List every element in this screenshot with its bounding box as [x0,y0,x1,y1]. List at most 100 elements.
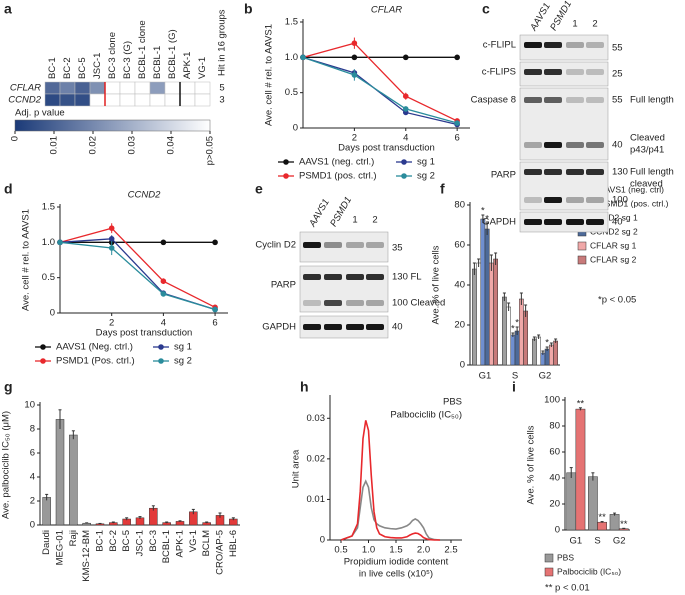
significance-mark: * [481,206,485,217]
y-tick-label: 20 [454,320,465,331]
x-tick-label: G2 [539,371,552,382]
blot-band [524,169,542,175]
series-line [59,241,216,311]
legend-label: AAVS1 (Neg. ctrl.) [56,342,133,353]
heat-cell [149,81,166,95]
x-axis-label: in live cells (x10⁵) [359,569,433,580]
data-point [212,239,218,246]
y-axis-label: Unit area [291,449,302,488]
legend-marker [158,344,164,350]
legend-label: CFLAR sg 2 [590,254,637,264]
blot-band [566,42,584,48]
blot-band [544,219,562,225]
data-point [108,225,115,231]
x-tick-label: Daudi [41,530,52,555]
mw-marker: 40 [392,322,403,333]
colorbar [14,119,211,132]
y-tick-label: 60 [549,447,560,458]
mw-marker: 40 [612,140,623,151]
mw-marker: 25 [612,69,623,80]
column-label: BC-5 [77,57,88,79]
legend-label: sg 2 [174,356,192,367]
blot-strip [519,211,609,233]
blot-band [346,242,364,248]
legend-label: CCND2 sg 2 [590,226,638,236]
data-point [212,306,218,313]
y-tick-label: 1.0 [42,237,55,248]
blot-band [324,300,342,306]
y-tick-label: 0.02 [307,453,326,464]
column-label: BC-2 [62,57,73,79]
column-label: BC-3 (G) [122,41,133,79]
blot-band [544,142,562,148]
y-tick-label: 0 [555,525,560,536]
y-axis-label: Ave. cell # rel. to AAVS1 [21,209,32,311]
x-tick-label: 6 [455,133,460,144]
x-tick-label: 1.5 [389,545,402,556]
blot-band [303,300,321,306]
significance-mark: ** [620,519,628,530]
x-tick-label: 6 [212,318,217,329]
data-point [402,106,409,112]
colorbar-tick-label: 0.03 [127,136,138,155]
blot-band [524,97,542,103]
bar [506,306,511,366]
significance-mark: * [511,324,515,335]
blot-band [586,97,604,103]
x-tick-label: BC-5 [121,530,132,552]
data-point [108,245,115,251]
y-tick-label: 60 [454,240,465,251]
blot-band [366,242,384,248]
colorbar-tick-label: 0.04 [166,136,177,155]
bar [588,476,598,531]
blot-band [346,300,364,306]
column-label: BCBL-1 clone [137,20,148,79]
x-tick-label: BC-2 [108,530,119,552]
bar [493,258,498,366]
blot-band [566,219,584,225]
bar [55,419,65,526]
column-label: JSC-1 [92,53,103,79]
lane-label: AAVS1 [307,197,332,229]
row-label: CCND2 [8,95,41,106]
blot-band [544,42,562,48]
bar [502,296,507,366]
y-tick-label: 0 [50,308,55,319]
blot-band [366,274,384,280]
protein-label: c-FLIPS [482,67,516,78]
column-label: VG-1 [197,57,208,79]
data-point [108,236,115,242]
y-tick-label: 100 [544,395,560,406]
legend-label: sgAAVS1 (neg. ctrl) [590,184,664,194]
heat-cell [89,81,106,95]
y-axis-label: Ave. % of live cells [526,425,537,504]
significance-mark: ** [598,512,606,523]
empty-cell [119,81,136,95]
footnote: ** p < 0.01 [545,583,590,594]
blot-band [586,219,604,225]
bar [532,338,537,366]
y-axis-label: Ave. palbociclib IC₅₀ (μM) [1,411,12,519]
x-axis-label: Days post transduction [96,328,193,339]
blot-band [566,169,584,175]
y-tick-label: 80 [549,421,560,432]
legend-swatch [577,255,587,265]
blot-band [366,324,384,330]
row-label: CFLAR [10,83,41,94]
empty-cell [149,93,166,107]
lane-label: 2 [592,19,597,30]
x-tick-label: HBL-6 [228,530,239,557]
bar [553,340,558,366]
blot-band [324,324,342,330]
x-tick-label: 1.0 [362,545,375,556]
y-tick-label: 0 [320,535,325,546]
legend-label: CFLAR sg 1 [590,240,637,250]
mw-marker: 100 [612,195,628,206]
heat-cell [59,93,76,107]
legend-label: PBS [443,397,462,408]
lane-label: 1 [352,215,357,226]
band-note: Full length [630,95,674,106]
blot-band [586,69,604,75]
empty-cell [89,93,106,107]
